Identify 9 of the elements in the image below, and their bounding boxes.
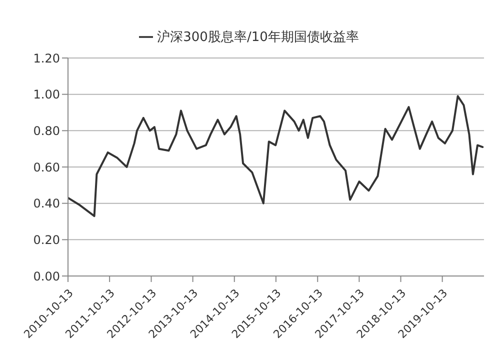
y-tick-label: 0.00 [33,269,60,284]
legend-label: 沪深300股息率/10年期国债收益率 [157,30,359,45]
y-tick-label: 0.80 [33,124,60,138]
line-series [68,95,484,218]
y-tick-label: 1.00 [33,88,60,102]
y-tick-label: 0.60 [33,160,60,174]
y-tick-label: 0.20 [33,232,60,247]
y-tick-label: 1.20 [33,51,60,66]
y-tick-label: 0.40 [33,196,60,211]
